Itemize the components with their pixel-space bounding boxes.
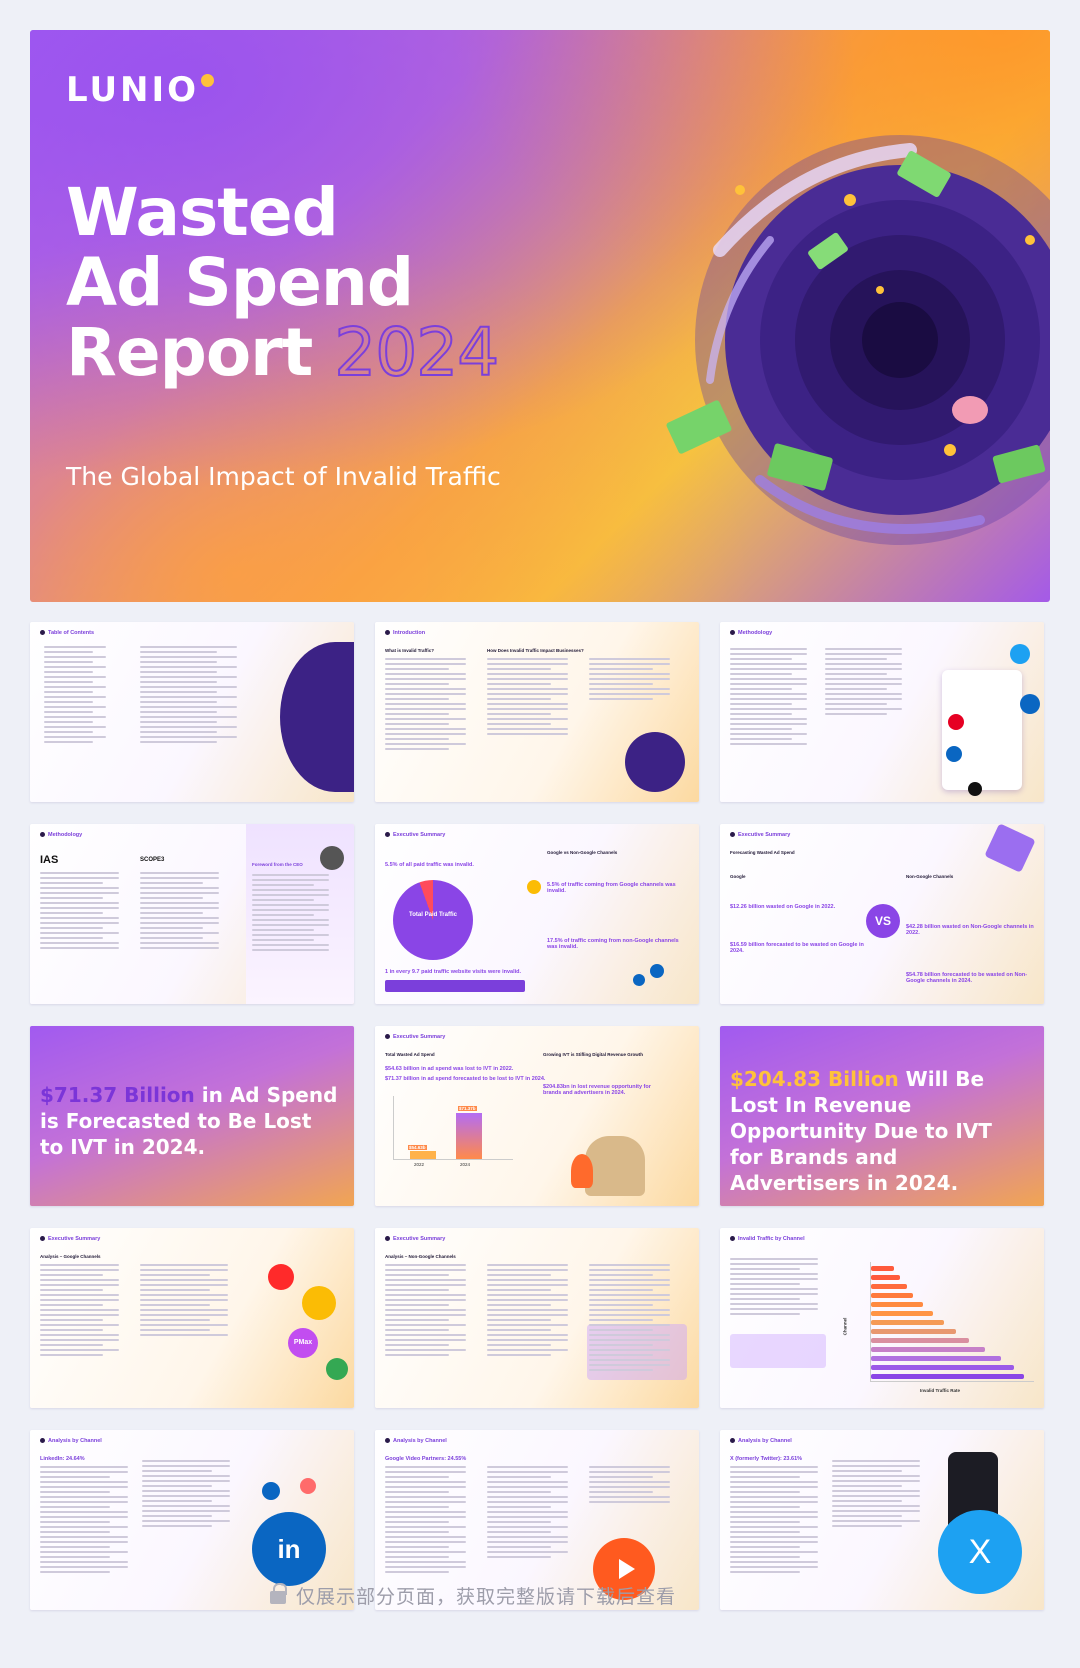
ias-logo: IAS	[40, 854, 59, 866]
title-line-1: Wasted	[66, 174, 339, 251]
google-icon	[527, 880, 541, 894]
page-channel-linkedin[interactable]: Analysis by Channel LinkedIn: 24.64% in	[30, 1430, 354, 1610]
paid-traffic-pie	[393, 880, 473, 960]
meta-icon	[1020, 694, 1040, 714]
pinterest-icon	[948, 714, 964, 730]
linkedin-logo-icon: in	[252, 1512, 326, 1586]
tiktok-icon	[968, 782, 982, 796]
meta-icon	[650, 964, 664, 978]
bar-2022	[410, 1151, 436, 1159]
burning-money-bag	[585, 1136, 645, 1196]
bar-2024	[456, 1113, 482, 1159]
visitor-icons-strip	[385, 980, 525, 992]
toc-list-left	[44, 646, 114, 746]
money-vortex-illustration	[666, 135, 1050, 545]
note-box	[730, 1334, 826, 1368]
toc-list-right	[140, 646, 250, 746]
ceo-avatar	[320, 846, 344, 870]
ivt-channel-bar-chart	[870, 1262, 1034, 1382]
vs-badge: VS	[866, 904, 900, 938]
page-quote-ad-spend[interactable]: $71.37 Billion in Ad Spend is Forecasted…	[30, 1026, 354, 1206]
wasted-spend-bar-chart: $54.63b $71.37b 2022 2024	[393, 1096, 513, 1167]
pmax-icon: PMax	[288, 1328, 318, 1358]
dashboard-mockup	[942, 670, 1022, 790]
display-icon	[326, 1358, 348, 1380]
page-introduction[interactable]: Introduction What is Invalid Traffic? Ho…	[375, 622, 699, 802]
title-year: 2024	[333, 314, 500, 391]
preview-watermark: 仅展示部分页面，获取完整版请下载后查看	[270, 1582, 676, 1609]
toc-vortex-graphic	[280, 642, 354, 792]
page-channel-google-video-partners[interactable]: Analysis by Channel Google Video Partner…	[375, 1430, 699, 1610]
page-executive-summary-3[interactable]: Executive Summary Total Wasted Ad Spend …	[375, 1026, 699, 1206]
play-triangle-icon	[619, 1559, 635, 1579]
cover-subtitle: The Global Impact of Invalid Traffic	[66, 462, 501, 491]
google-icon	[302, 1286, 336, 1320]
scissors-graphic	[984, 824, 1036, 873]
linkedin-icon	[633, 974, 645, 986]
page-analysis-google[interactable]: Executive Summary Analysis – Google Chan…	[30, 1228, 354, 1408]
flame-icon	[571, 1154, 593, 1188]
lock-icon	[270, 1583, 287, 1604]
page-ivt-by-channel[interactable]: Invalid Traffic by Channel Invalid Traff…	[720, 1228, 1044, 1408]
page-executive-summary-2[interactable]: Executive Summary Forecasting Wasted Ad …	[720, 824, 1044, 1004]
page-channel-x[interactable]: Analysis by Channel X (formerly Twitter)…	[720, 1430, 1044, 1610]
page-analysis-non-google[interactable]: Executive Summary Analysis – Non-Google …	[375, 1228, 699, 1408]
linkedin-icon-small	[262, 1482, 280, 1500]
page-methodology-1[interactable]: Methodology	[720, 622, 1044, 802]
twitter-icon	[1010, 644, 1030, 664]
youtube-icon	[268, 1264, 294, 1290]
lunio-logo: LUNIO	[66, 70, 215, 110]
title-line-2: Ad Spend	[66, 244, 414, 321]
page-quote-revenue[interactable]: $204.83 Billion Will Be Lost In Revenue …	[720, 1026, 1044, 1206]
heart-icon	[300, 1478, 316, 1494]
intro-vortex-graphic	[625, 732, 685, 792]
page-table-of-contents[interactable]: Table of Contents	[30, 622, 354, 802]
linkedin-icon	[946, 746, 962, 762]
page-executive-summary-1[interactable]: Executive Summary 5.5% of all paid traff…	[375, 824, 699, 1004]
title-line-3: Report 2024	[66, 314, 500, 391]
page-methodology-2[interactable]: Methodology IAS SCOPE3 Foreword from the…	[30, 824, 354, 1004]
scope3-logo: SCOPE3	[140, 857, 165, 863]
x-logo-icon: X	[938, 1510, 1022, 1594]
report-cover: LUNIO Wasted Ad Spend Report 2024 The Gl…	[30, 30, 1050, 602]
cover-title: Wasted Ad Spend Report 2024	[66, 174, 626, 391]
